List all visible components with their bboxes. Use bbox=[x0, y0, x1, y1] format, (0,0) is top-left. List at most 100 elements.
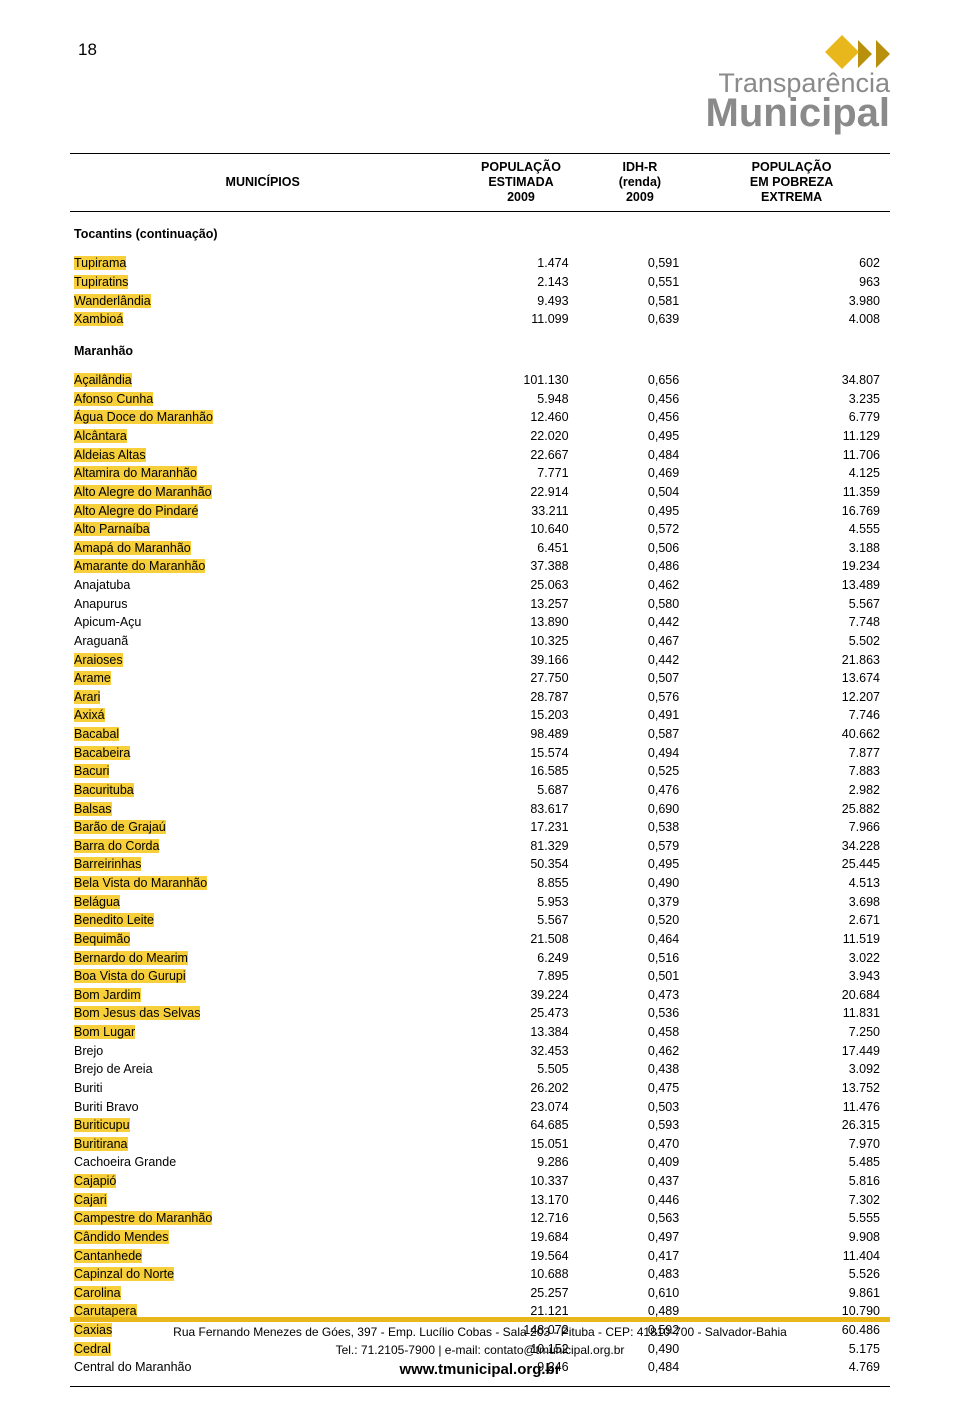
table-row: Arame27.7500,50713.674 bbox=[70, 669, 890, 688]
cell-pobreza-extrema: 7.748 bbox=[693, 613, 890, 632]
cell-idh: 0,580 bbox=[587, 595, 694, 614]
table-row: Bom Jesus das Selvas25.4730,53611.831 bbox=[70, 1004, 890, 1023]
cell-pop-estimada: 98.489 bbox=[455, 725, 586, 744]
cell-idh: 0,470 bbox=[587, 1135, 694, 1154]
cell-idh: 0,525 bbox=[587, 762, 694, 781]
table-row: Cantanhede19.5640,41711.404 bbox=[70, 1246, 890, 1265]
cell-pop-estimada: 7.771 bbox=[455, 464, 586, 483]
cell-idh: 0,495 bbox=[587, 855, 694, 874]
cell-pop-estimada: 32.453 bbox=[455, 1042, 586, 1061]
cell-pop-estimada: 25.063 bbox=[455, 576, 586, 595]
cell-pobreza-extrema: 11.476 bbox=[693, 1097, 890, 1116]
cell-municipio: Tupiratins bbox=[70, 273, 455, 292]
cell-pop-estimada: 5.567 bbox=[455, 911, 586, 930]
cell-pobreza-extrema: 40.662 bbox=[693, 725, 890, 744]
cell-idh: 0,456 bbox=[587, 408, 694, 427]
cell-pobreza-extrema: 5.567 bbox=[693, 595, 890, 614]
table-row: Belágua5.9530,3793.698 bbox=[70, 893, 890, 912]
cell-idh: 0,467 bbox=[587, 632, 694, 651]
cell-idh: 0,409 bbox=[587, 1153, 694, 1172]
cell-pobreza-extrema: 9.861 bbox=[693, 1284, 890, 1303]
table-row: Cândido Mendes19.6840,4979.908 bbox=[70, 1228, 890, 1247]
cell-idh: 0,464 bbox=[587, 930, 694, 949]
cell-pobreza-extrema: 7.250 bbox=[693, 1023, 890, 1042]
cell-idh: 0,495 bbox=[587, 501, 694, 520]
cell-pop-estimada: 5.505 bbox=[455, 1060, 586, 1079]
cell-pop-estimada: 33.211 bbox=[455, 501, 586, 520]
cell-pobreza-extrema: 3.022 bbox=[693, 948, 890, 967]
cell-pop-estimada: 6.451 bbox=[455, 539, 586, 558]
footer-address: Rua Fernando Menezes de Góes, 397 - Emp.… bbox=[70, 1323, 890, 1341]
table-row: Xambioá11.0990,6394.008 bbox=[70, 310, 890, 329]
cell-municipio: Alto Parnaíba bbox=[70, 520, 455, 539]
cell-idh: 0,591 bbox=[587, 254, 694, 273]
cell-pobreza-extrema: 602 bbox=[693, 254, 890, 273]
cell-idh: 0,442 bbox=[587, 650, 694, 669]
table-row: Anajatuba25.0630,46213.489 bbox=[70, 576, 890, 595]
cell-pobreza-extrema: 5.816 bbox=[693, 1172, 890, 1191]
cell-idh: 0,476 bbox=[587, 781, 694, 800]
cell-municipio: Arari bbox=[70, 688, 455, 707]
section-title: Tocantins (continuação) bbox=[70, 212, 890, 255]
table-row: Aldeias Altas22.6670,48411.706 bbox=[70, 446, 890, 465]
cell-municipio: Anapurus bbox=[70, 595, 455, 614]
cell-pop-estimada: 12.716 bbox=[455, 1209, 586, 1228]
table-row: Apicum-Açu13.8900,4427.748 bbox=[70, 613, 890, 632]
th-pobreza-extrema: POPULAÇÃOEM POBREZAEXTREMA bbox=[693, 154, 890, 212]
table-row: Buriti26.2020,47513.752 bbox=[70, 1079, 890, 1098]
cell-pop-estimada: 10.640 bbox=[455, 520, 586, 539]
table-row: Alcântara22.0200,49511.129 bbox=[70, 427, 890, 446]
cell-pobreza-extrema: 3.188 bbox=[693, 539, 890, 558]
table-row: Anapurus13.2570,5805.567 bbox=[70, 595, 890, 614]
cell-municipio: Cantanhede bbox=[70, 1246, 455, 1265]
cell-pobreza-extrema: 25.445 bbox=[693, 855, 890, 874]
cell-idh: 0,587 bbox=[587, 725, 694, 744]
cell-pop-estimada: 37.388 bbox=[455, 557, 586, 576]
cell-municipio: Carolina bbox=[70, 1284, 455, 1303]
cell-pop-estimada: 11.099 bbox=[455, 310, 586, 329]
cell-municipio: Bom Lugar bbox=[70, 1023, 455, 1042]
th-idh: IDH-R(renda)2009 bbox=[587, 154, 694, 212]
cell-municipio: Bela Vista do Maranhão bbox=[70, 874, 455, 893]
cell-pop-estimada: 27.750 bbox=[455, 669, 586, 688]
cell-idh: 0,516 bbox=[587, 948, 694, 967]
cell-idh: 0,501 bbox=[587, 967, 694, 986]
table-row: Arari28.7870,57612.207 bbox=[70, 688, 890, 707]
cell-municipio: Bacurituba bbox=[70, 781, 455, 800]
cell-idh: 0,576 bbox=[587, 688, 694, 707]
cell-pobreza-extrema: 11.404 bbox=[693, 1246, 890, 1265]
cell-pop-estimada: 15.203 bbox=[455, 706, 586, 725]
cell-idh: 0,610 bbox=[587, 1284, 694, 1303]
cell-pobreza-extrema: 6.779 bbox=[693, 408, 890, 427]
cell-pobreza-extrema: 7.883 bbox=[693, 762, 890, 781]
cell-municipio: Amapá do Maranhão bbox=[70, 539, 455, 558]
table-row: Carolina25.2570,6109.861 bbox=[70, 1284, 890, 1303]
cell-idh: 0,442 bbox=[587, 613, 694, 632]
table-row: Buriti Bravo23.0740,50311.476 bbox=[70, 1097, 890, 1116]
cell-pop-estimada: 19.564 bbox=[455, 1246, 586, 1265]
cell-pop-estimada: 9.286 bbox=[455, 1153, 586, 1172]
cell-municipio: Afonso Cunha bbox=[70, 390, 455, 409]
table-header-row: MUNICÍPIOS POPULAÇÃOESTIMADA2009 IDH-R(r… bbox=[70, 154, 890, 212]
cell-pobreza-extrema: 16.769 bbox=[693, 501, 890, 520]
cell-idh: 0,593 bbox=[587, 1116, 694, 1135]
table-row: Bacabeira15.5740,4947.877 bbox=[70, 744, 890, 763]
cell-idh: 0,462 bbox=[587, 1042, 694, 1061]
cell-pop-estimada: 12.460 bbox=[455, 408, 586, 427]
cell-pobreza-extrema: 25.882 bbox=[693, 799, 890, 818]
cell-municipio: Balsas bbox=[70, 799, 455, 818]
cell-municipio: Cajari bbox=[70, 1191, 455, 1210]
cell-pop-estimada: 23.074 bbox=[455, 1097, 586, 1116]
chevron-icon bbox=[876, 40, 890, 68]
cell-municipio: Bernardo do Mearim bbox=[70, 948, 455, 967]
cell-pop-estimada: 25.257 bbox=[455, 1284, 586, 1303]
table-row: Campestre do Maranhão12.7160,5635.555 bbox=[70, 1209, 890, 1228]
cell-pobreza-extrema: 963 bbox=[693, 273, 890, 292]
cell-pobreza-extrema: 13.489 bbox=[693, 576, 890, 595]
table-row: Amarante do Maranhão37.3880,48619.234 bbox=[70, 557, 890, 576]
table-row: Barra do Corda81.3290,57934.228 bbox=[70, 837, 890, 856]
cell-idh: 0,490 bbox=[587, 874, 694, 893]
table-row: Barão de Grajaú17.2310,5387.966 bbox=[70, 818, 890, 837]
table-row: Wanderlândia9.4930,5813.980 bbox=[70, 292, 890, 311]
data-table: MUNICÍPIOS POPULAÇÃOESTIMADA2009 IDH-R(r… bbox=[70, 153, 890, 1387]
